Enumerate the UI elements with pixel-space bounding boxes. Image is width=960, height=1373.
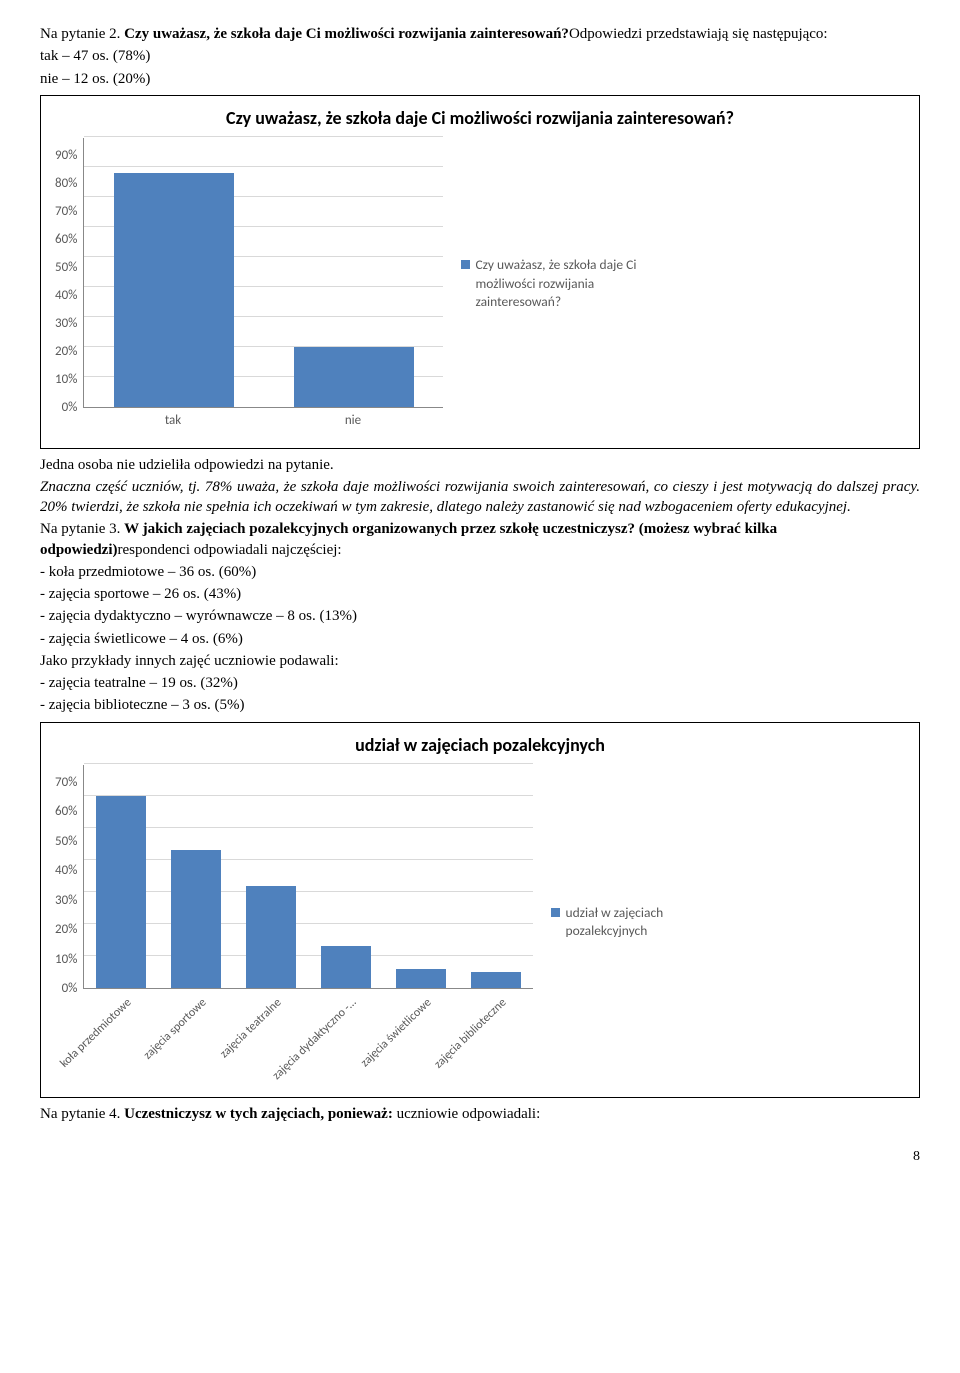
italic-commentary: Znaczna część uczniów, tj. 78% uważa, że… (40, 477, 920, 518)
q3-other-1: - zajęcia biblioteczne – 3 os. (5%) (40, 695, 920, 715)
chart-1-y-axis: 90%80%70%60%50%40%30%20%10%0% (55, 138, 83, 408)
x-tick-label: koła przedmiotowe (57, 995, 135, 1071)
chart-2-x-axis: koła przedmiotowezajęcia sportowezajęcia… (83, 989, 533, 1079)
q2-answer-line-0: tak – 47 os. (78%) (40, 46, 920, 66)
chart-2-plot-wrap: 70% 60% 50% 40% 30% 20% 10% 0% koła przedmiotow… (55, 765, 533, 1079)
q3-other-lead: Jako przykłady innych zajęć uczniowie po… (40, 651, 920, 671)
chart-2-legend-item: udział w zajęciach pozalekcyjnych (551, 904, 745, 940)
x-tick-label: zajęcia sportowe (140, 995, 210, 1063)
y-tick-label: 50% (55, 259, 77, 277)
q3-item-2: - zajęcia dydaktyczno – wyrównawcze – 8 … (40, 606, 920, 626)
q3-other-0: - zajęcia teatralne – 19 os. (32%) (40, 673, 920, 693)
chart-bar (96, 796, 146, 988)
q3-item-3: - zajęcia świetlicowe – 4 os. (6%) (40, 629, 920, 649)
question-2-intro: Na pytanie 2. Czy uważasz, że szkoła daj… (40, 24, 920, 44)
chart-1-title: Czy uważasz, że szkoła daje Ci możliwośc… (55, 106, 905, 130)
q3-item-0: - koła przedmiotowe – 36 os. (60%) (40, 562, 920, 582)
q4-bold: Uczestniczysz w tych zajęciach, ponieważ… (124, 1106, 393, 1122)
chart-2-legend-text: udział w zajęciach pozalekcyjnych (565, 904, 745, 940)
y-tick-label: 20% (55, 921, 77, 939)
q4-lead: Na pytanie 4. (40, 1106, 124, 1122)
gridline (84, 923, 533, 924)
after-chart1-line: Jedna osoba nie udzieliła odpowiedzi na … (40, 455, 920, 475)
chart-1-body: 90% 80% 70% 60% 50% 40% 30% 20% 10% 0% tak nie Czy… (55, 138, 905, 430)
q2-lead: Na pytanie 2. (40, 26, 124, 42)
y-tick-label: 80% (55, 175, 77, 193)
x-tick-label: nie (293, 412, 413, 430)
q2-question-bold: Czy uważasz, że szkoła daje Ci możliwośc… (124, 26, 569, 42)
gridline (84, 859, 533, 860)
chart-1-legend-swatch (461, 260, 470, 269)
chart-2-title: udział w zajęciach pozalekcyjnych (55, 733, 905, 757)
y-tick-label: 10% (55, 951, 77, 969)
y-tick-label: 70% (55, 774, 77, 792)
chart-1-legend-item: Czy uważasz, że szkoła daje Ci możliwośc… (461, 256, 655, 311)
chart-1-x-axis: tak nie (83, 412, 443, 430)
x-tick-label: tak (113, 412, 233, 430)
y-tick-label: 10% (55, 371, 77, 389)
chart-1-plot-wrap: 90% 80% 70% 60% 50% 40% 30% 20% 10% 0% tak nie (55, 138, 443, 430)
y-tick-label: 20% (55, 343, 77, 361)
question-4-intro: Na pytanie 4. Uczestniczysz w tych zajęc… (40, 1104, 920, 1124)
x-tick-label: zajęcia biblioteczne (431, 995, 510, 1072)
y-tick-label: 0% (55, 399, 77, 417)
chart-1-legend-text: Czy uważasz, że szkoła daje Ci możliwośc… (475, 256, 655, 311)
y-tick-label: 30% (55, 892, 77, 910)
y-tick-label: 40% (55, 287, 77, 305)
chart-2-legend-swatch (551, 908, 560, 917)
gridline (84, 166, 443, 167)
q3-tail: respondenci odpowiadali najczęściej: (118, 542, 342, 558)
gridline (84, 795, 533, 796)
chart-bar (396, 969, 446, 988)
gridline (84, 763, 533, 764)
gridline (84, 955, 533, 956)
chart-bar (294, 347, 414, 407)
y-tick-label: 0% (55, 980, 77, 998)
q3-item-1: - zajęcia sportowe – 26 os. (43%) (40, 584, 920, 604)
chart-1-legend: Czy uważasz, że szkoła daje Ci możliwośc… (461, 256, 655, 311)
x-tick-label: zajęcia teatralne (217, 995, 286, 1062)
gridline (84, 136, 443, 137)
chart-2-plot-area (83, 765, 533, 989)
y-tick-label: 90% (55, 147, 77, 165)
x-tick-label: zajęcia świetlicowe (357, 995, 435, 1071)
chart-2-legend: udział w zajęciach pozalekcyjnych (551, 904, 745, 940)
y-tick-label: 40% (55, 862, 77, 880)
chart-2-box: udział w zajęciach pozalekcyjnych 70% 60%… (40, 722, 920, 1098)
chart-bar (171, 850, 221, 988)
chart-bar (114, 173, 234, 407)
gridline (84, 891, 533, 892)
y-tick-label: 60% (55, 803, 77, 821)
y-tick-label: 70% (55, 203, 77, 221)
chart-bar (471, 972, 521, 988)
gridline (84, 827, 533, 828)
y-tick-label: 30% (55, 315, 77, 333)
chart-bar (321, 946, 371, 988)
y-tick-label: 60% (55, 231, 77, 249)
y-tick-label: 50% (55, 833, 77, 851)
chart-1-box: Czy uważasz, że szkoła daje Ci możliwośc… (40, 95, 920, 449)
chart-1-plot-area (83, 138, 443, 408)
chart-2-y-axis: 70%60%50%40%30%20%10%0% (55, 765, 83, 989)
question-3-intro: Na pytanie 3. W jakich zajęciach pozalek… (40, 519, 920, 560)
q2-answer-line-1: nie – 12 os. (20%) (40, 69, 920, 89)
page-number: 8 (40, 1148, 920, 1167)
chart-2-body: 70% 60% 50% 40% 30% 20% 10% 0% koła przedmiotow… (55, 765, 905, 1079)
q3-lead: Na pytanie 3. (40, 521, 124, 537)
q2-tail: Odpowiedzi przedstawiają się następująco… (569, 26, 828, 42)
q4-tail: uczniowie odpowiadali: (393, 1106, 540, 1122)
chart-bar (246, 886, 296, 988)
